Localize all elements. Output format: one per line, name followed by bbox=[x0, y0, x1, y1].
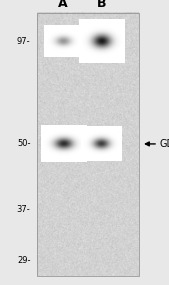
Text: 97-: 97- bbox=[17, 37, 30, 46]
Bar bbox=[37, 13, 139, 276]
Text: GDF6: GDF6 bbox=[160, 139, 169, 149]
Text: A: A bbox=[58, 0, 67, 10]
Text: B: B bbox=[97, 0, 106, 10]
Text: 50-: 50- bbox=[17, 139, 30, 148]
Text: 37-: 37- bbox=[17, 205, 30, 214]
Text: 29-: 29- bbox=[17, 256, 30, 265]
